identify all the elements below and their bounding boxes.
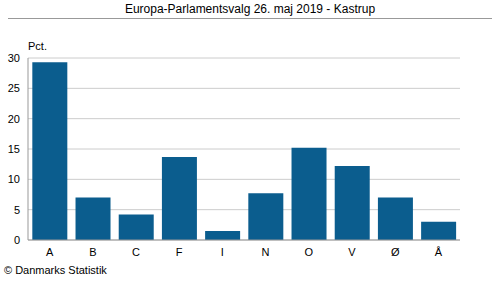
svg-text:V: V: [348, 246, 356, 258]
svg-text:I: I: [221, 246, 224, 258]
svg-text:10: 10: [8, 173, 20, 185]
html-text:© Danmarks Statistik: © Danmarks Statistik: [4, 264, 107, 276]
svg-text:30: 30: [8, 52, 20, 64]
svg-text:20: 20: [8, 113, 20, 125]
svg-text:Ø: Ø: [391, 246, 400, 258]
svg-text:A: A: [46, 246, 54, 258]
svg-text:25: 25: [8, 82, 20, 94]
svg-text:15: 15: [8, 143, 20, 155]
svg-text:F: F: [176, 246, 183, 258]
svg-text:C: C: [132, 246, 140, 258]
svg-text:Å: Å: [435, 246, 443, 258]
svg-text:O: O: [305, 246, 314, 258]
html-text:Pct.: Pct.: [28, 40, 47, 52]
svg-text:5: 5: [14, 204, 20, 216]
svg-text:B: B: [89, 246, 96, 258]
html-text:Europa-Parlamentsvalg 26. maj: Europa-Parlamentsvalg 26. maj 2019 - Kas…: [124, 2, 376, 16]
svg-text:N: N: [262, 246, 270, 258]
svg-text:0: 0: [14, 234, 20, 246]
